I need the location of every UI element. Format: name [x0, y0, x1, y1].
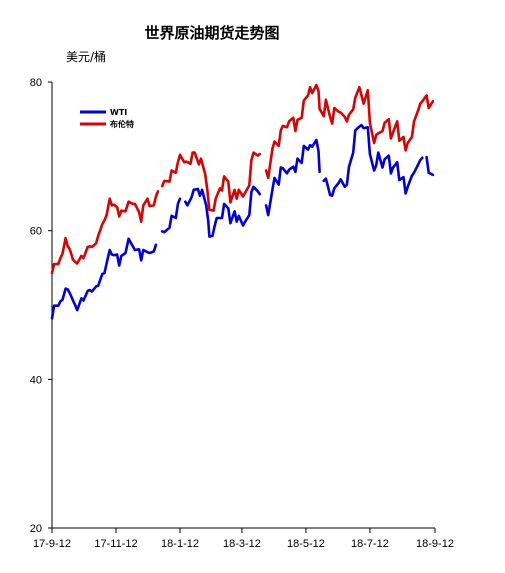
chart-title: 世界原油期货走势图	[144, 24, 279, 42]
x-tick-label: 18-5-12	[287, 538, 325, 550]
x-axis-ticks: 17-9-12 17-11-12 18-1-12 18-3-12 18-5-12 18-7…	[33, 528, 454, 550]
x-tick-label: 18-3-12	[223, 538, 261, 550]
y-tick-label: 20	[30, 523, 42, 535]
series-line-0	[50, 123, 435, 320]
x-tick-label: 17-9-12	[33, 538, 71, 550]
legend: WTI 布伦特	[80, 108, 134, 129]
series-lines	[50, 83, 435, 320]
legend-label-wti: WTI	[110, 108, 127, 117]
y-axis-ticks: 20 40 60 80	[30, 77, 52, 535]
series-line-1	[50, 83, 435, 275]
x-tick-label: 18-9-12	[416, 538, 454, 550]
x-tick-label: 17-11-12	[94, 538, 137, 550]
legend-item-wti: WTI	[80, 108, 127, 117]
legend-item-brent: 布伦特	[80, 119, 134, 129]
y-tick-label: 80	[30, 77, 42, 89]
x-tick-label: 18-7-12	[351, 538, 389, 550]
legend-label-brent: 布伦特	[109, 119, 134, 129]
y-tick-label: 60	[30, 226, 42, 238]
x-tick-label: 18-1-12	[161, 538, 199, 550]
y-tick-label: 40	[30, 374, 42, 386]
y-axis-unit-label: 美元/桶	[66, 49, 106, 64]
